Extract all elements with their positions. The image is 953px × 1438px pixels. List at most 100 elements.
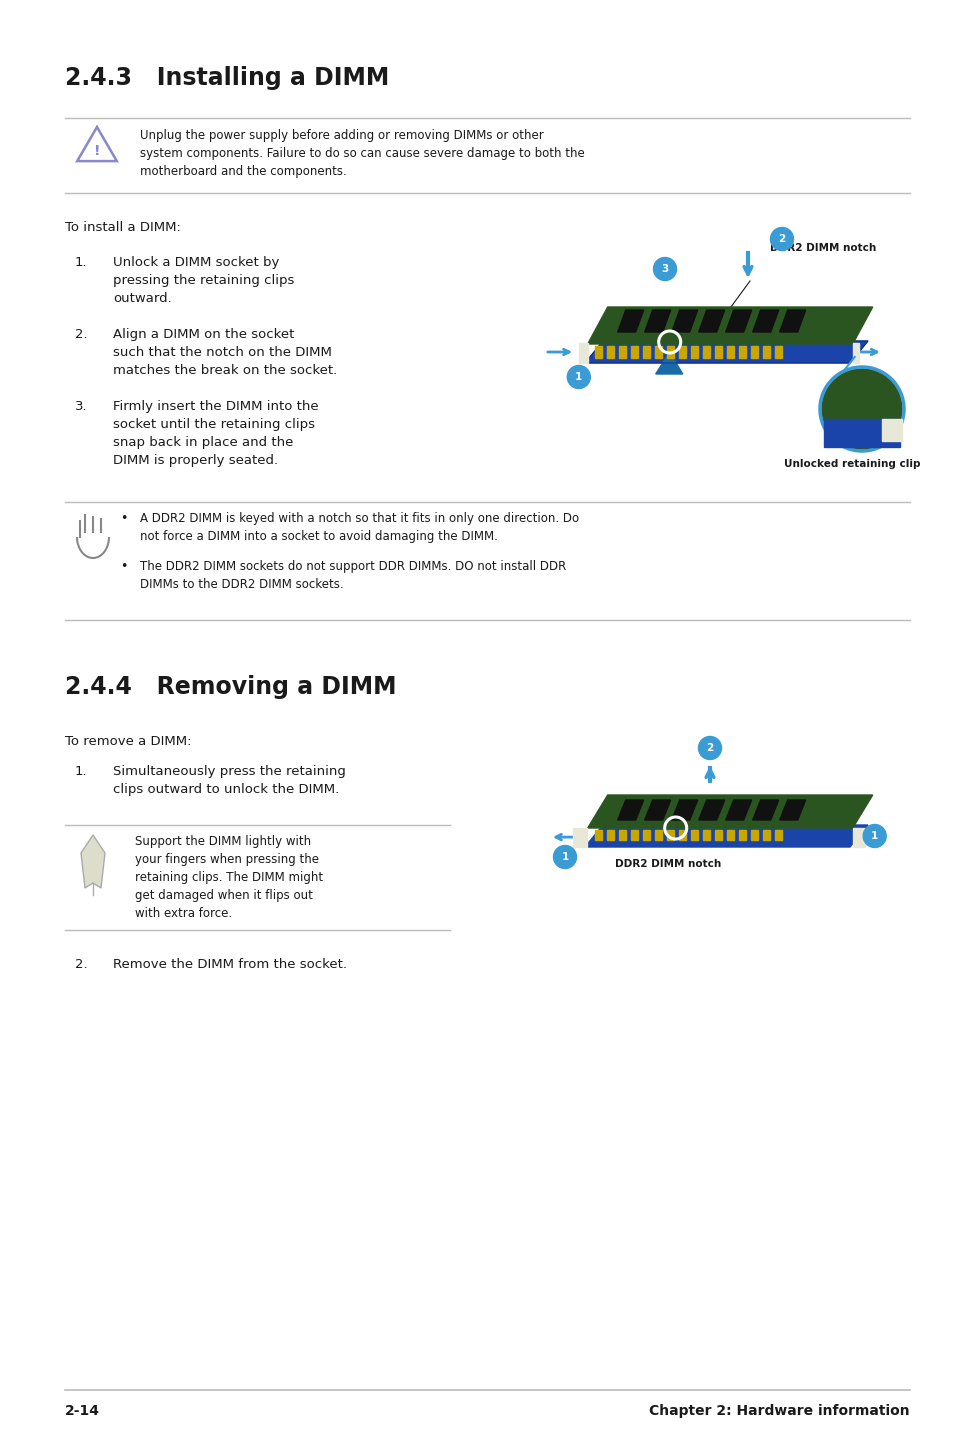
Polygon shape <box>690 347 697 358</box>
Polygon shape <box>873 421 880 437</box>
Polygon shape <box>654 347 661 358</box>
Polygon shape <box>81 835 105 889</box>
Text: Align a DIMM on the socket
such that the notch on the DIMM
matches the break on : Align a DIMM on the socket such that the… <box>112 328 337 377</box>
Polygon shape <box>714 347 720 358</box>
Text: 1: 1 <box>560 851 568 861</box>
Text: Unlock a DIMM socket by
pressing the retaining clips
outward.: Unlock a DIMM socket by pressing the ret… <box>112 256 294 305</box>
Text: The DDR2 DIMM sockets do not support DDR DIMMs. DO not install DDR
DIMMs to the : The DDR2 DIMM sockets do not support DDR… <box>140 559 566 591</box>
Polygon shape <box>774 347 781 358</box>
Text: Firmly insert the DIMM into the
socket until the retaining clips
snap back in pl: Firmly insert the DIMM into the socket u… <box>112 400 318 467</box>
Polygon shape <box>779 311 805 332</box>
Polygon shape <box>726 830 733 840</box>
Polygon shape <box>594 830 601 840</box>
Text: To remove a DIMM:: To remove a DIMM: <box>65 735 192 748</box>
Text: •: • <box>120 559 128 572</box>
Polygon shape <box>630 830 637 840</box>
Text: Remove the DIMM from the socket.: Remove the DIMM from the socket. <box>112 958 347 971</box>
Polygon shape <box>752 311 778 332</box>
Polygon shape <box>671 311 697 332</box>
Polygon shape <box>725 311 751 332</box>
Text: 1: 1 <box>575 372 582 383</box>
Text: 2.: 2. <box>75 328 88 341</box>
Polygon shape <box>642 347 649 358</box>
Circle shape <box>653 257 676 280</box>
Circle shape <box>698 736 720 759</box>
Text: DDR2 DIMM notch: DDR2 DIMM notch <box>615 858 720 869</box>
Polygon shape <box>852 344 858 362</box>
Text: Unplug the power supply before adding or removing DIMMs or other
system componen: Unplug the power supply before adding or… <box>140 129 584 178</box>
Circle shape <box>567 365 590 388</box>
Text: A DDR2 DIMM is keyed with a notch so that it fits in only one direction. Do
not : A DDR2 DIMM is keyed with a notch so tha… <box>140 512 578 544</box>
Polygon shape <box>725 800 751 820</box>
Polygon shape <box>761 830 769 840</box>
Polygon shape <box>630 347 637 358</box>
Text: 2.: 2. <box>75 958 88 971</box>
Polygon shape <box>750 347 757 358</box>
Polygon shape <box>702 830 709 840</box>
Text: •: • <box>120 512 128 525</box>
Text: 3: 3 <box>660 265 668 275</box>
Polygon shape <box>698 311 724 332</box>
Polygon shape <box>752 800 778 820</box>
Polygon shape <box>774 830 781 840</box>
Text: Support the DIMM lightly with
your fingers when pressing the
retaining clips. Th: Support the DIMM lightly with your finge… <box>135 835 323 920</box>
Polygon shape <box>666 347 673 358</box>
Polygon shape <box>617 800 643 820</box>
Circle shape <box>770 227 793 250</box>
Polygon shape <box>823 418 899 447</box>
Text: Chapter 2: Hardware information: Chapter 2: Hardware information <box>649 1403 909 1418</box>
Polygon shape <box>584 825 867 847</box>
Text: 3.: 3. <box>75 400 88 413</box>
Text: Simultaneously press the retaining
clips outward to unlock the DIMM.: Simultaneously press the retaining clips… <box>112 765 346 797</box>
Polygon shape <box>671 800 697 820</box>
Polygon shape <box>618 347 625 358</box>
Polygon shape <box>678 830 685 840</box>
Polygon shape <box>644 800 670 820</box>
Polygon shape <box>750 830 757 840</box>
Text: 1.: 1. <box>75 256 88 269</box>
Polygon shape <box>726 347 733 358</box>
Text: !: ! <box>93 144 100 158</box>
Polygon shape <box>606 347 613 358</box>
Polygon shape <box>702 347 709 358</box>
Polygon shape <box>843 421 850 437</box>
Polygon shape <box>698 800 724 820</box>
Polygon shape <box>655 352 682 374</box>
Text: 2: 2 <box>705 743 713 754</box>
Polygon shape <box>573 828 586 847</box>
Polygon shape <box>587 306 872 344</box>
Text: 1.: 1. <box>75 765 88 778</box>
Polygon shape <box>738 830 745 840</box>
Polygon shape <box>606 830 613 840</box>
Text: To install a DIMM:: To install a DIMM: <box>65 221 181 234</box>
Polygon shape <box>666 830 673 840</box>
Polygon shape <box>852 828 863 847</box>
Polygon shape <box>642 830 649 840</box>
Polygon shape <box>714 830 720 840</box>
Polygon shape <box>863 421 870 437</box>
Polygon shape <box>833 421 841 437</box>
Polygon shape <box>578 344 587 362</box>
Polygon shape <box>690 830 697 840</box>
Text: 2.4.4   Removing a DIMM: 2.4.4 Removing a DIMM <box>65 674 396 699</box>
Polygon shape <box>587 795 872 828</box>
Text: 2-14: 2-14 <box>65 1403 100 1418</box>
Polygon shape <box>617 311 643 332</box>
Polygon shape <box>853 421 861 437</box>
Circle shape <box>862 824 885 847</box>
Text: 1: 1 <box>870 831 878 841</box>
Polygon shape <box>644 311 670 332</box>
Polygon shape <box>654 830 661 840</box>
Circle shape <box>553 846 576 869</box>
Circle shape <box>821 370 901 449</box>
Text: DDR2 DIMM notch: DDR2 DIMM notch <box>769 243 876 253</box>
Polygon shape <box>738 347 745 358</box>
Polygon shape <box>618 830 625 840</box>
Text: 2: 2 <box>778 234 785 244</box>
Text: 2.4.3   Installing a DIMM: 2.4.3 Installing a DIMM <box>65 66 389 91</box>
Polygon shape <box>678 347 685 358</box>
Polygon shape <box>584 341 867 362</box>
Polygon shape <box>594 347 601 358</box>
Polygon shape <box>883 421 890 437</box>
Polygon shape <box>761 347 769 358</box>
